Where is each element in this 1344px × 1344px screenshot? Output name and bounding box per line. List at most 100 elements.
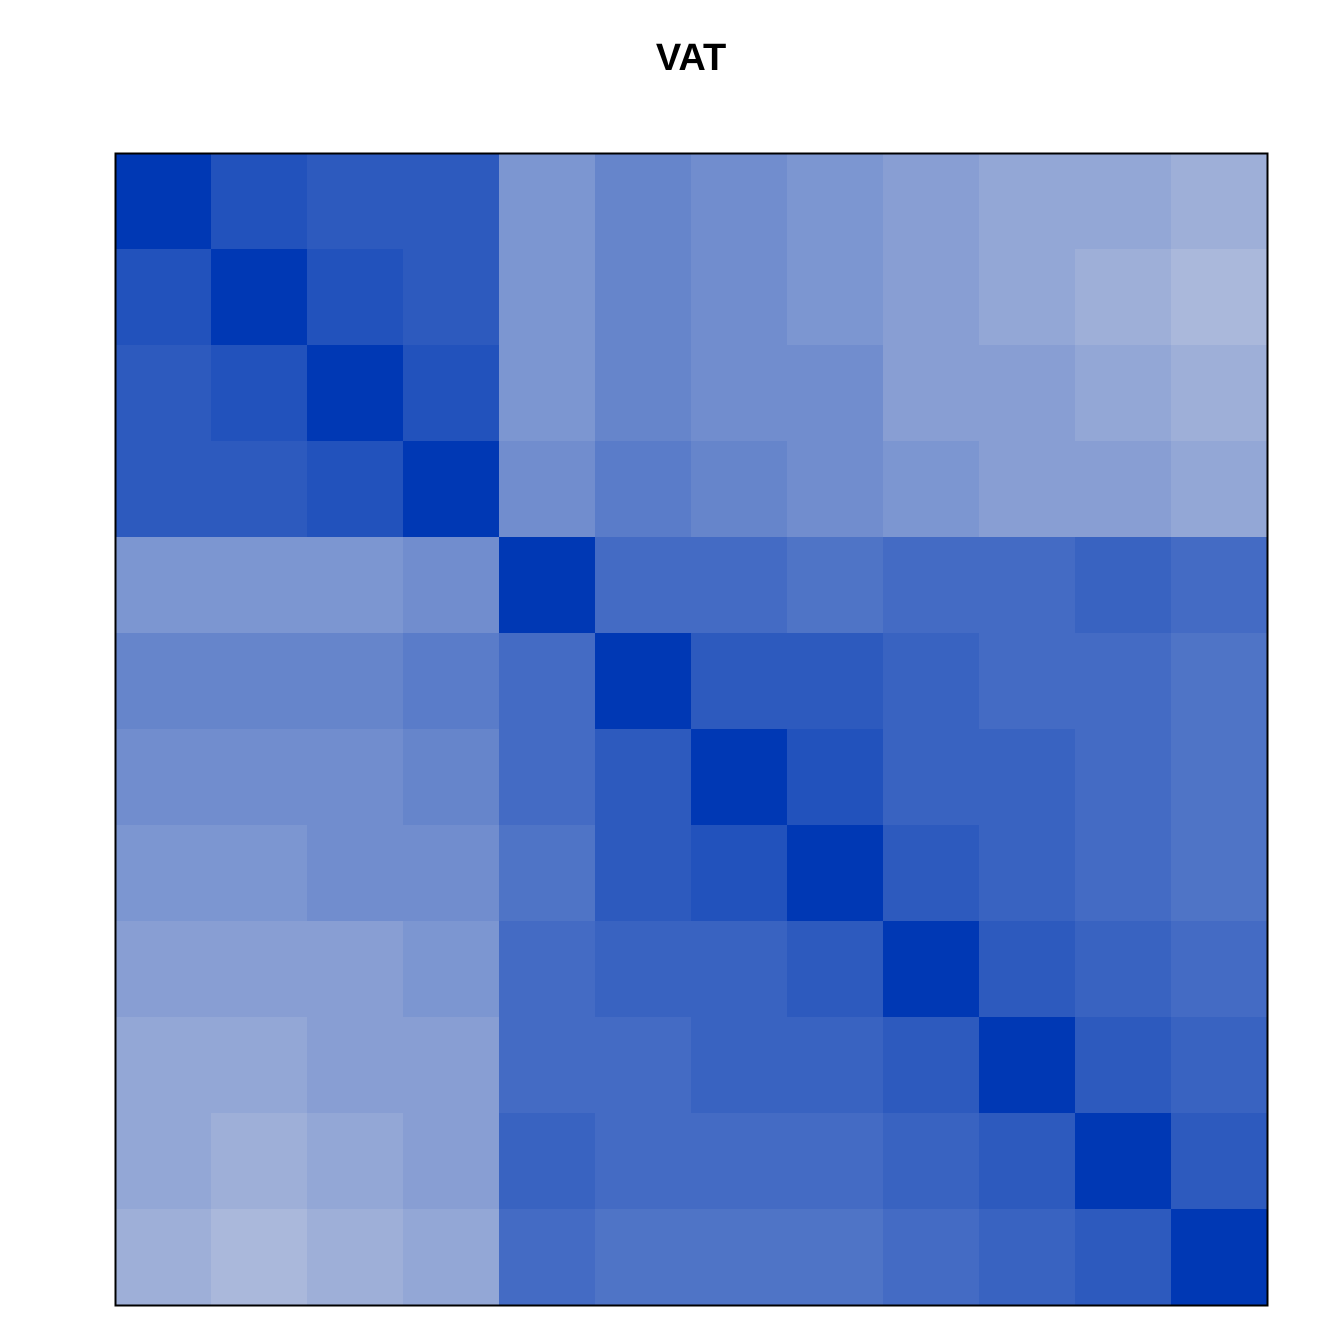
heatmap-cell xyxy=(787,921,884,1018)
heatmap-cell xyxy=(979,825,1076,922)
heatmap-cell xyxy=(499,825,596,922)
heatmap-cell xyxy=(499,153,596,250)
heatmap-cell xyxy=(499,249,596,346)
heatmap-cell xyxy=(1171,825,1268,922)
heatmap-cell xyxy=(595,1209,692,1306)
heatmap-cell xyxy=(595,1113,692,1210)
heatmap-cell xyxy=(979,153,1076,250)
heatmap-cell xyxy=(883,153,980,250)
heatmap-cell xyxy=(883,345,980,442)
heatmap-cell xyxy=(595,1017,692,1114)
heatmap-cell xyxy=(211,153,308,250)
heatmap-cell xyxy=(499,1017,596,1114)
heatmap-cell xyxy=(115,633,212,730)
heatmap-cell xyxy=(691,825,788,922)
heatmap-cell xyxy=(1075,249,1172,346)
heatmap-cell xyxy=(499,633,596,730)
heatmap-cell xyxy=(1171,633,1268,730)
heatmap-cell xyxy=(787,345,884,442)
heatmap-cell xyxy=(211,1017,308,1114)
heatmap-cell xyxy=(115,153,212,250)
heatmap-cell xyxy=(211,921,308,1018)
heatmap-cell xyxy=(211,729,308,826)
heatmap-cell xyxy=(691,633,788,730)
heatmap-cell xyxy=(115,729,212,826)
heatmap-cell xyxy=(595,345,692,442)
heatmap-cell xyxy=(115,537,212,634)
heatmap-cell xyxy=(1171,729,1268,826)
heatmap-cell xyxy=(307,825,404,922)
heatmap-cell xyxy=(979,249,1076,346)
heatmap-cell xyxy=(211,825,308,922)
heatmap-cell xyxy=(595,729,692,826)
heatmap-cell xyxy=(883,441,980,538)
heatmap-cell xyxy=(211,441,308,538)
heatmap-cell xyxy=(595,633,692,730)
heatmap-cell xyxy=(307,1209,404,1306)
heatmap-cell xyxy=(403,249,500,346)
heatmap-cell xyxy=(1171,1113,1268,1210)
heatmap-cell xyxy=(307,1017,404,1114)
plot-border xyxy=(114,152,1269,1307)
heatmap-cell xyxy=(1075,1113,1172,1210)
heatmap-cell xyxy=(979,729,1076,826)
heatmap-cell xyxy=(115,1209,212,1306)
heatmap-cell xyxy=(979,1209,1076,1306)
heatmap-cell xyxy=(307,1113,404,1210)
heatmap-cell xyxy=(787,1209,884,1306)
heatmap-cell xyxy=(883,825,980,922)
heatmap-cell xyxy=(787,729,884,826)
heatmap-cell xyxy=(403,441,500,538)
heatmap-cell xyxy=(115,441,212,538)
heatmap-cell xyxy=(307,633,404,730)
heatmap-cell xyxy=(979,633,1076,730)
heatmap-cell xyxy=(595,441,692,538)
heatmap-cell xyxy=(883,921,980,1018)
heatmap-cell xyxy=(307,345,404,442)
heatmap-cell xyxy=(1171,921,1268,1018)
heatmap-cell xyxy=(499,537,596,634)
heatmap-cell xyxy=(1075,537,1172,634)
heatmap-cell xyxy=(595,921,692,1018)
heatmap-cell xyxy=(787,249,884,346)
heatmap-cell xyxy=(403,537,500,634)
heatmap-cell xyxy=(787,153,884,250)
heatmap-cell xyxy=(787,1017,884,1114)
heatmap-cell xyxy=(691,729,788,826)
heatmap-cell xyxy=(499,1209,596,1306)
heatmap-cell xyxy=(403,921,500,1018)
heatmap-cell xyxy=(211,249,308,346)
heatmap-cell xyxy=(1171,249,1268,346)
heatmap-cell xyxy=(115,825,212,922)
heatmap-cell xyxy=(1171,345,1268,442)
heatmap-cell xyxy=(115,1113,212,1210)
heatmap-cell xyxy=(883,1017,980,1114)
heatmap-cell xyxy=(307,153,404,250)
heatmap-cell xyxy=(499,441,596,538)
heatmap-cell xyxy=(883,537,980,634)
heatmap-cell xyxy=(211,1209,308,1306)
heatmap-cell xyxy=(115,921,212,1018)
heatmap-cell xyxy=(883,1113,980,1210)
heatmap-cell xyxy=(691,153,788,250)
heatmap-cell xyxy=(1171,537,1268,634)
heatmap-cell xyxy=(787,633,884,730)
heatmap-cell xyxy=(211,537,308,634)
heatmap-cell xyxy=(1171,1017,1268,1114)
heatmap-cell xyxy=(115,249,212,346)
heatmap-cell xyxy=(307,249,404,346)
heatmap-cell xyxy=(499,345,596,442)
heatmap-cell xyxy=(403,633,500,730)
heatmap-cell xyxy=(115,1017,212,1114)
heatmap-cell xyxy=(1075,633,1172,730)
heatmap-cell xyxy=(499,729,596,826)
heatmap-cell xyxy=(595,153,692,250)
heatmap-cell xyxy=(595,249,692,346)
heatmap-cell xyxy=(691,441,788,538)
heatmap-cell xyxy=(499,921,596,1018)
heatmap-cell xyxy=(691,537,788,634)
heatmap-cell xyxy=(115,345,212,442)
heatmap-cell xyxy=(787,537,884,634)
heatmap-cell xyxy=(1171,153,1268,250)
